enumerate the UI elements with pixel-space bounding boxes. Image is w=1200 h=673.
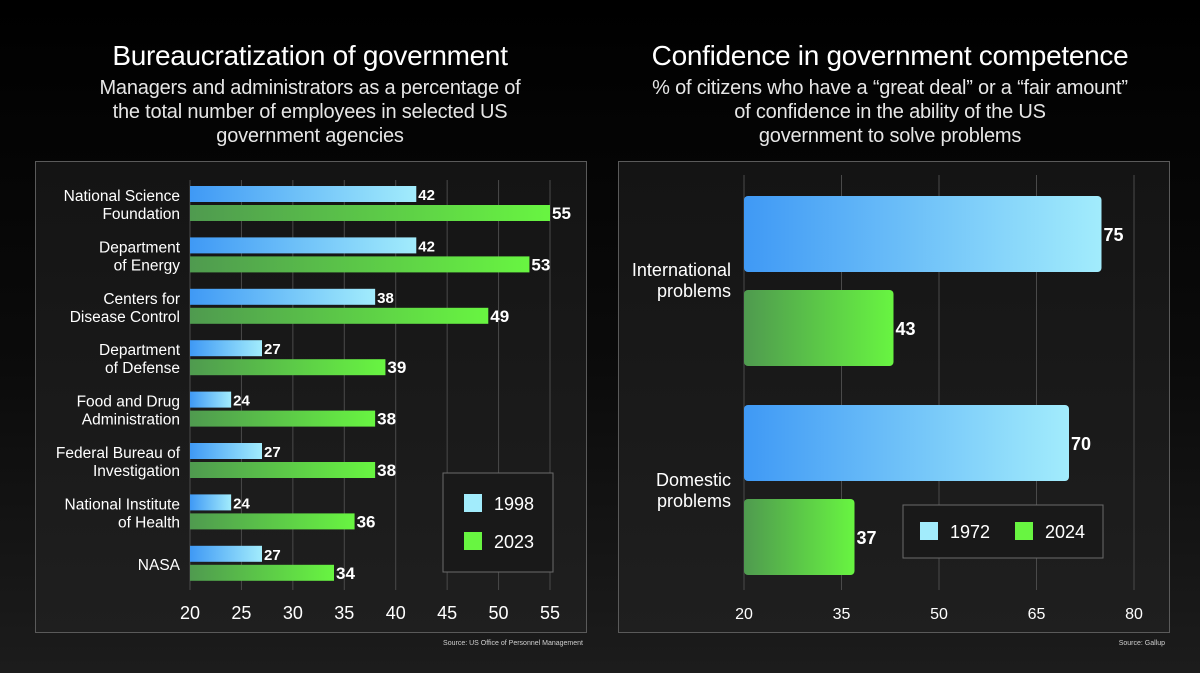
right-legend-swatch-1972 (920, 522, 938, 540)
left-x-tick-label: 30 (283, 603, 303, 623)
left-x-tick-label: 25 (231, 603, 251, 623)
left-bar-1998 (190, 237, 417, 254)
left-bar-1998 (190, 340, 262, 357)
left-bar-value-label: 38 (377, 461, 396, 480)
right-subtitle-line-3: government to solve problems (758, 125, 1022, 147)
left-x-tick-label: 55 (540, 603, 560, 623)
left-category-label: of Defense (105, 360, 180, 377)
right-bar-value-label: 75 (1104, 225, 1124, 245)
right-x-tick-label: 65 (1028, 606, 1046, 623)
left-bar-value-label: 55 (552, 204, 571, 223)
right-subtitle-line-2: of confidence in the ability of the US (734, 101, 1046, 123)
right-x-tick-label: 50 (930, 606, 948, 623)
left-x-tick-label: 50 (489, 603, 509, 623)
left-bar-value-label: 34 (336, 564, 355, 583)
left-bar-value-label: 36 (357, 512, 376, 531)
right-x-tick-label: 35 (833, 606, 851, 623)
left-bar-value-label: 27 (264, 547, 281, 564)
left-subtitle-line-2: the total number of employees in selecte… (112, 101, 508, 123)
left-chart-title: Bureaucratization of government (112, 40, 508, 71)
left-category-label: Centers for (103, 291, 180, 308)
left-bar-2023 (190, 256, 530, 273)
left-x-tick-label: 35 (334, 603, 354, 623)
left-category-label: Department (99, 342, 181, 359)
left-category-label: of Energy (114, 257, 181, 274)
left-bar-1998 (190, 545, 262, 562)
right-legend-label: 1972 (950, 522, 990, 542)
left-category-label: National Science (64, 188, 180, 205)
left-bar-value-label: 42 (418, 238, 435, 255)
left-category-label: Investigation (93, 463, 180, 480)
left-bar-value-label: 24 (233, 393, 250, 410)
right-subtitle-line-1: % of citizens who have a “great deal” or… (652, 77, 1128, 99)
left-bar-1998 (190, 186, 417, 202)
left-category-label: Disease Control (70, 309, 180, 326)
left-bar-value-label: 27 (264, 341, 281, 358)
right-legend-swatch-2024 (1015, 522, 1033, 540)
right-category-label: problems (657, 281, 731, 301)
right-bar-value-label: 70 (1071, 434, 1091, 454)
left-category-label: Department (99, 239, 181, 256)
left-bar-2023 (190, 513, 355, 530)
left-legend (442, 472, 554, 573)
left-chart-subtitle: Managers and administrators as a percent… (60, 76, 560, 148)
right-category-label: problems (657, 491, 731, 511)
left-bar-2023 (190, 564, 334, 581)
left-category-label: Administration (82, 412, 180, 429)
right-x-tick-label: 20 (735, 606, 753, 623)
right-bar-value-label: 43 (896, 319, 916, 339)
right-x-tick-label: 80 (1125, 606, 1143, 623)
right-bar-1972 (744, 196, 1102, 272)
left-category-label: Federal Bureau of (56, 445, 181, 462)
left-category-label: National Institute (65, 496, 180, 513)
left-subtitle-line-1: Managers and administrators as a percent… (99, 77, 521, 99)
right-chart-title: Confidence in government competence (651, 40, 1129, 71)
left-bar-value-label: 53 (531, 255, 550, 274)
right-bar-2024 (744, 499, 855, 575)
right-bar-value-label: 37 (857, 528, 877, 548)
left-legend-swatch-2023 (464, 532, 482, 550)
right-category-label: International (632, 260, 731, 280)
right-chart: 20 35 50 65 80Internationalproblems7543Domes… (632, 175, 1143, 623)
left-bar-2023 (190, 307, 489, 324)
left-bar-2023 (190, 410, 376, 427)
right-legend-label: 2024 (1045, 522, 1085, 542)
left-bar-value-label: 24 (233, 495, 250, 512)
left-bar-1998 (190, 443, 262, 459)
left-legend-label: 1998 (494, 494, 534, 514)
left-x-tick-label: 40 (386, 603, 406, 623)
left-chart: 20 25 30 35 40 45 50 55 National ScienceFoundati… (56, 180, 571, 623)
right-category-label: Domestic (656, 470, 731, 490)
left-bar-1998 (190, 391, 232, 408)
left-chart-source: Source: US Office of Personnel Managemen… (443, 640, 583, 647)
left-bar-value-label: 42 (418, 187, 435, 204)
right-bar-1972 (744, 405, 1069, 481)
right-bar-2024 (744, 290, 894, 366)
left-bar-1998 (190, 494, 232, 511)
left-category-label: NASA (138, 557, 181, 574)
left-bar-value-label: 49 (490, 307, 509, 326)
left-legend-swatch-1998 (464, 494, 482, 512)
left-bar-value-label: 38 (377, 290, 394, 307)
left-bar-2023 (190, 205, 550, 221)
left-bar-value-label: 38 (377, 410, 396, 429)
left-category-label: of Health (118, 514, 180, 531)
left-bar-1998 (190, 288, 376, 305)
left-bar-2023 (190, 462, 376, 478)
left-bar-2023 (190, 359, 386, 376)
left-bar-value-label: 27 (264, 444, 281, 461)
left-x-tick-label: 20 (180, 603, 200, 623)
right-chart-subtitle: % of citizens who have a “great deal” or… (620, 76, 1160, 148)
left-category-label: Food and Drug (77, 394, 180, 411)
left-subtitle-line-3: government agencies (216, 125, 404, 147)
left-legend-label: 2023 (494, 532, 534, 552)
right-chart-source: Source: Gallup (1118, 640, 1165, 647)
left-bar-value-label: 39 (387, 358, 406, 377)
left-category-label: Foundation (102, 206, 180, 223)
left-x-tick-label: 45 (437, 603, 457, 623)
